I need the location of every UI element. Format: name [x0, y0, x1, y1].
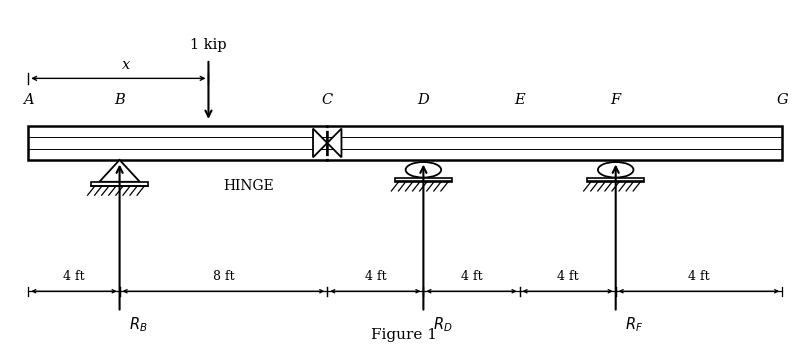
- Text: x: x: [122, 58, 131, 72]
- Text: 4 ft: 4 ft: [688, 270, 709, 283]
- Polygon shape: [99, 160, 140, 182]
- Bar: [587, 178, 644, 181]
- Text: 4 ft: 4 ft: [461, 270, 482, 283]
- Text: Figure 1: Figure 1: [371, 328, 437, 342]
- Text: 4 ft: 4 ft: [557, 270, 579, 283]
- Text: D: D: [418, 92, 429, 107]
- Polygon shape: [327, 128, 342, 157]
- Text: B: B: [114, 92, 125, 107]
- Text: G: G: [776, 92, 788, 107]
- Text: A: A: [23, 92, 34, 107]
- Bar: [327, 126, 782, 160]
- Circle shape: [598, 162, 633, 178]
- Text: 4 ft: 4 ft: [364, 270, 386, 283]
- Text: $R_{B}$: $R_{B}$: [129, 315, 148, 334]
- Polygon shape: [313, 128, 327, 157]
- Text: $R_{F}$: $R_{F}$: [625, 315, 643, 334]
- Text: HINGE: HINGE: [224, 179, 274, 193]
- Text: E: E: [514, 92, 525, 107]
- Bar: [91, 182, 148, 186]
- Text: $R_{D}$: $R_{D}$: [433, 315, 452, 334]
- Bar: [395, 178, 452, 181]
- Text: 1 kip: 1 kip: [190, 38, 227, 52]
- Text: F: F: [611, 92, 621, 107]
- Text: 8 ft: 8 ft: [213, 270, 234, 283]
- Text: 4 ft: 4 ft: [63, 270, 85, 283]
- Circle shape: [406, 162, 441, 178]
- Bar: [28, 126, 327, 160]
- Text: C: C: [322, 92, 333, 107]
